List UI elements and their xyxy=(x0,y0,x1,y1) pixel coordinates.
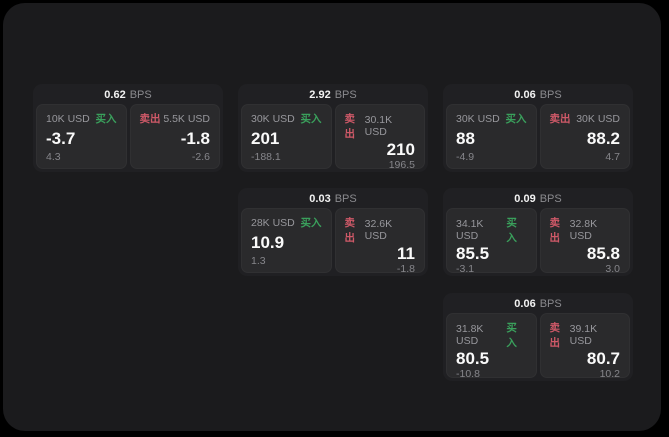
bps-value: 2.92 xyxy=(309,89,331,101)
buy-notional: 30K USD xyxy=(456,112,500,125)
sell-notional: 30.1K USD xyxy=(364,114,393,138)
buy-price: -3.7 xyxy=(46,128,76,148)
buy-side-label: 买入 xyxy=(300,113,322,125)
sell-price: -1.8 xyxy=(180,128,210,148)
buy-tile[interactable]: 28K USD 买入 10.9 1.3 xyxy=(241,208,332,273)
bps-unit-label: BPS xyxy=(334,89,357,101)
sell-change: -1.8 xyxy=(396,263,415,275)
buy-change: -4.9 xyxy=(456,151,475,163)
sell-side-label: 卖出 xyxy=(549,217,561,244)
sell-notional: 5.5K USD xyxy=(163,112,210,125)
sell-price: 11 xyxy=(397,244,415,263)
sell-side-label: 卖出 xyxy=(549,322,561,349)
sell-tile[interactable]: 卖出 30.1K USD 210 196.5 xyxy=(334,104,425,171)
bps-unit-label: BPS xyxy=(334,193,357,205)
sell-change: 10.2 xyxy=(599,368,620,380)
sell-change: -2.6 xyxy=(191,151,210,163)
buy-change: -3.1 xyxy=(456,263,475,275)
buy-side-label: 买入 xyxy=(300,217,322,229)
buy-change: 4.3 xyxy=(46,151,61,163)
quote-body: 10K USD 买入 -3.7 4.3 卖出 5.5K USD -1.8 -2.… xyxy=(36,104,220,169)
sell-notional: 30K USD xyxy=(576,112,620,125)
quote-body: 30K USD 买入 88 -4.9 卖出 30K USD 88.2 4.7 xyxy=(446,104,630,169)
buy-price: 85.5 xyxy=(456,244,490,263)
quote-card: 0.09 BPS 34.1K USD 买入 85.5 -3.1 卖出 32.8K… xyxy=(443,188,633,276)
bps-header: 0.06 BPS xyxy=(446,296,630,313)
buy-side-label: 买入 xyxy=(95,113,117,125)
buy-side-label: 买入 xyxy=(506,217,517,244)
bps-value: 0.03 xyxy=(309,193,331,205)
bps-header: 0.62 BPS xyxy=(36,87,220,104)
bps-value: 0.06 xyxy=(514,298,536,310)
buy-price: 88 xyxy=(456,128,475,148)
sell-change: 3.0 xyxy=(605,263,620,275)
buy-change: -188.1 xyxy=(251,151,281,163)
sell-change: 4.7 xyxy=(605,151,620,163)
buy-notional: 28K USD xyxy=(251,216,295,229)
sell-price: 85.8 xyxy=(586,244,620,263)
buy-tile[interactable]: 30K USD 买入 201 -188.1 xyxy=(241,104,332,169)
quote-card: 2.92 BPS 30K USD 买入 201 -188.1 卖出 30.1K … xyxy=(238,84,428,172)
buy-tile[interactable]: 34.1K USD 买入 85.5 -3.1 xyxy=(446,208,537,275)
sell-notional: 39.1K USD xyxy=(569,323,598,347)
bps-header: 2.92 BPS xyxy=(241,87,425,104)
sell-tile[interactable]: 卖出 5.5K USD -1.8 -2.6 xyxy=(129,104,220,169)
bps-unit-label: BPS xyxy=(539,298,562,310)
buy-change: -10.8 xyxy=(456,368,480,380)
sell-side-label: 卖出 xyxy=(139,113,161,125)
buy-notional: 30K USD xyxy=(251,112,295,125)
buy-price: 10.9 xyxy=(251,232,285,252)
bps-header: 0.03 BPS xyxy=(241,191,425,208)
quote-body: 28K USD 买入 10.9 1.3 卖出 32.6K USD 11 -1.8 xyxy=(241,208,425,275)
quote-card: 0.06 BPS 31.8K USD 买入 80.5 -10.8 卖出 39.1… xyxy=(443,293,633,381)
sell-tile[interactable]: 卖出 39.1K USD 80.7 10.2 xyxy=(539,313,630,380)
sell-price: 210 xyxy=(386,140,415,159)
bps-value: 0.62 xyxy=(104,89,126,101)
buy-side-label: 买入 xyxy=(505,113,527,125)
bps-unit-label: BPS xyxy=(539,89,562,101)
bps-unit-label: BPS xyxy=(539,193,562,205)
sell-side-label: 卖出 xyxy=(344,113,356,140)
buy-price: 80.5 xyxy=(456,349,490,368)
bps-value: 0.09 xyxy=(514,193,536,205)
bps-value: 0.06 xyxy=(514,89,536,101)
buy-side-label: 买入 xyxy=(506,322,517,349)
buy-price: 201 xyxy=(251,128,280,148)
quote-card: 0.03 BPS 28K USD 买入 10.9 1.3 卖出 32.6K US… xyxy=(238,188,428,276)
bps-unit-label: BPS xyxy=(129,89,152,101)
quote-body: 31.8K USD 买入 80.5 -10.8 卖出 39.1K USD 80.… xyxy=(446,313,630,380)
quote-card: 0.62 BPS 10K USD 买入 -3.7 4.3 卖出 5.5K USD… xyxy=(33,84,223,172)
sell-price: 80.7 xyxy=(586,349,620,368)
bps-header: 0.09 BPS xyxy=(446,191,630,208)
sell-side-label: 卖出 xyxy=(344,217,356,244)
buy-notional: 10K USD xyxy=(46,112,90,125)
buy-tile[interactable]: 30K USD 买入 88 -4.9 xyxy=(446,104,537,169)
buy-notional: 31.8K USD xyxy=(456,323,484,347)
trading-panel: 0.62 BPS 10K USD 买入 -3.7 4.3 卖出 5.5K USD… xyxy=(3,3,661,431)
sell-side-label: 卖出 xyxy=(549,113,571,125)
sell-price: 88.2 xyxy=(586,128,620,148)
sell-notional: 32.6K USD xyxy=(364,218,393,242)
sell-tile[interactable]: 卖出 32.8K USD 85.8 3.0 xyxy=(539,208,630,275)
sell-notional: 32.8K USD xyxy=(569,218,598,242)
bps-header: 0.06 BPS xyxy=(446,87,630,104)
quote-body: 34.1K USD 买入 85.5 -3.1 卖出 32.8K USD 85.8… xyxy=(446,208,630,275)
buy-tile[interactable]: 31.8K USD 买入 80.5 -10.8 xyxy=(446,313,537,380)
sell-tile[interactable]: 卖出 32.6K USD 11 -1.8 xyxy=(334,208,425,275)
buy-change: 1.3 xyxy=(251,255,266,267)
sell-change: 196.5 xyxy=(388,159,415,171)
quote-body: 30K USD 买入 201 -188.1 卖出 30.1K USD 210 1… xyxy=(241,104,425,171)
quote-card: 0.06 BPS 30K USD 买入 88 -4.9 卖出 30K USD 8… xyxy=(443,84,633,172)
sell-tile[interactable]: 卖出 30K USD 88.2 4.7 xyxy=(539,104,630,169)
buy-tile[interactable]: 10K USD 买入 -3.7 4.3 xyxy=(36,104,127,169)
buy-notional: 34.1K USD xyxy=(456,218,484,242)
